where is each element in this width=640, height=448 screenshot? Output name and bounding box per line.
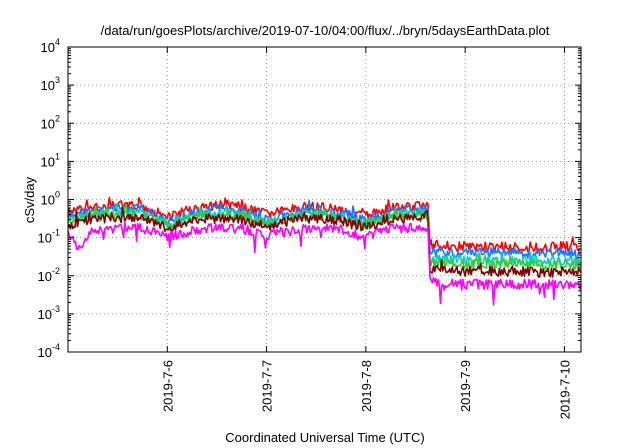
y-tick-label: 103 — [41, 75, 60, 93]
series-layer — [67, 196, 582, 306]
series-line — [67, 221, 582, 306]
x-tick-label: 2019-7-6 — [160, 360, 175, 412]
y-tick-label: 10-1 — [38, 228, 60, 246]
y-tick-label: 102 — [41, 113, 60, 131]
y-tick-label: 10-3 — [38, 304, 60, 322]
x-tick-label: 2019-7-10 — [557, 360, 572, 419]
y-axis-ticks: 10-4 10-3 10-2 10-1 100 101 102 103 104 — [38, 37, 581, 360]
y-axis-label: cSv/day — [22, 176, 37, 223]
x-axis-label: Coordinated Universal Time (UTC) — [225, 430, 424, 445]
y-tick-label: 10-4 — [38, 342, 60, 360]
x-tick-label: 2019-7-7 — [260, 360, 275, 412]
y-tick-label: 100 — [41, 190, 60, 208]
grid — [68, 47, 581, 352]
x-tick-label: 2019-7-9 — [458, 360, 473, 412]
series-line — [67, 207, 582, 278]
series-line — [67, 196, 582, 253]
series-line — [67, 203, 582, 271]
y-tick-label: 10-2 — [38, 266, 60, 284]
x-tick-label: 2019-7-8 — [359, 360, 374, 412]
x-axis-ticks: 2019-7-6 2019-7-7 2019-7-8 2019-7-9 2019-7-1… — [160, 47, 572, 419]
y-tick-label: 101 — [41, 151, 60, 169]
y-tick-label: 104 — [41, 37, 60, 55]
chart-title: /data/run/goesPlots/archive/2019-07-10/0… — [101, 23, 550, 38]
